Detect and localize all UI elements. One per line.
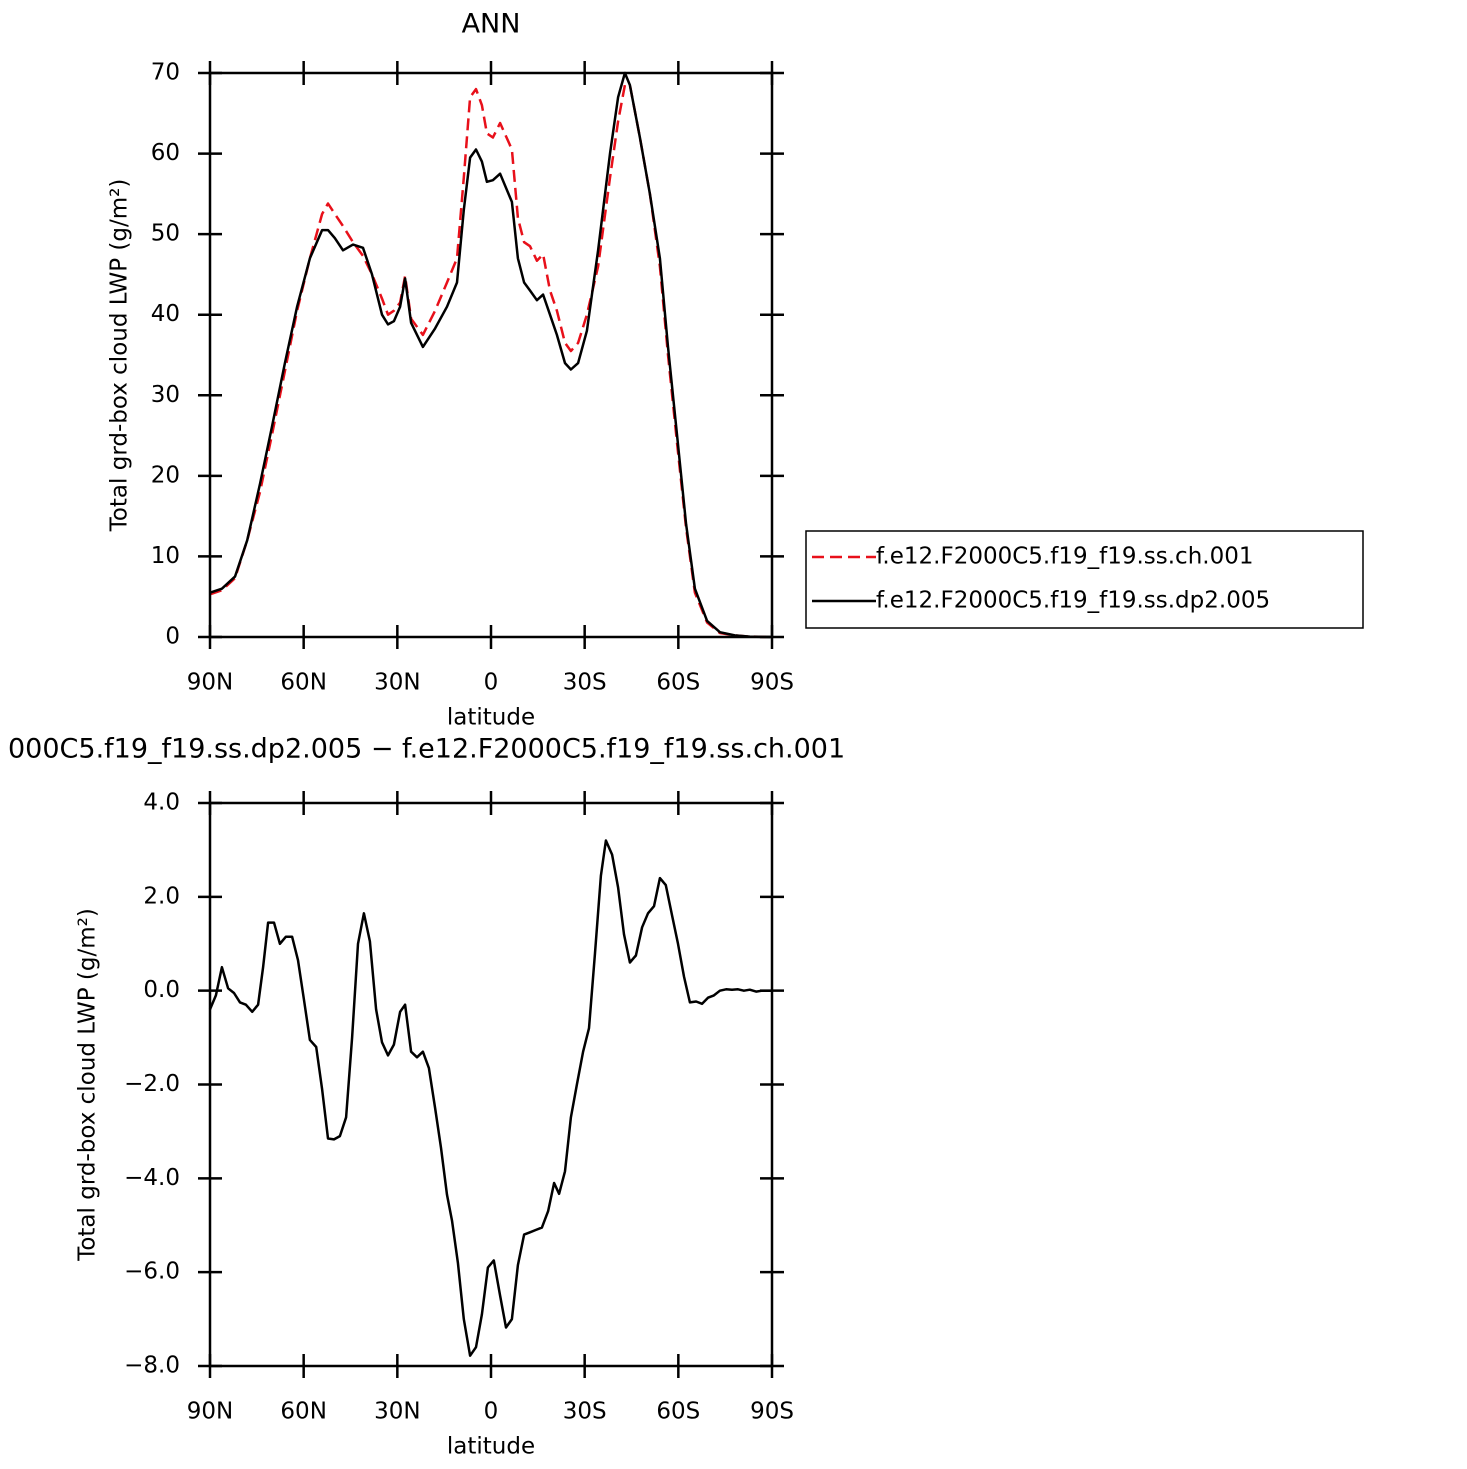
y-tick-label: −2.0 [124,1071,180,1097]
y-tick-label: −8.0 [124,1353,180,1379]
legend-label: f.e12.F2000C5.f19_f19.ss.ch.001 [876,544,1253,570]
legend-label: f.e12.F2000C5.f19_f19.ss.dp2.005 [876,588,1270,614]
x-tick-label: 90N [187,670,233,696]
x-tick-label: 30N [374,1399,420,1425]
y-tick-label: 30 [151,382,180,408]
data-line [209,83,771,639]
x-tick-label: 60N [280,1399,326,1425]
y-tick-label: −6.0 [124,1259,180,1285]
x-tick-label: 90S [750,1399,794,1425]
x-axis-label: latitude [447,705,535,731]
x-axis-label: latitude [447,1434,535,1460]
x-tick-label: 30S [563,670,607,696]
y-axis-label: Total grd-box cloud LWP (g/m²) [75,908,101,1262]
chart-title: ANN [462,9,521,40]
y-tick-label: −4.0 [124,1165,180,1191]
x-tick-label: 90S [750,670,794,696]
x-tick-label: 30N [374,670,420,696]
x-tick-label: 60S [656,1399,700,1425]
data-line [208,839,772,1357]
x-tick-label: 0 [484,1399,499,1425]
y-tick-label: 50 [151,221,180,247]
y-tick-label: 0.0 [143,977,180,1003]
chart-title: 000C5.f19_f19.ss.dp2.005 − f.e12.F2000C5… [8,734,845,765]
y-tick-label: 2.0 [143,883,180,909]
y-tick-label: 20 [151,462,180,488]
y-tick-label: 0 [165,624,180,650]
y-tick-label: 4.0 [143,790,180,816]
y-axis-label: Total grd-box cloud LWP (g/m²) [107,179,133,533]
plot-frame [208,71,774,639]
y-tick-label: 60 [151,140,180,166]
x-tick-label: 0 [484,670,499,696]
x-tick-label: 60N [280,670,326,696]
y-tick-label: 40 [151,301,180,327]
y-tick-label: 70 [151,60,180,86]
legend-box [805,530,1364,629]
x-tick-label: 90N [187,1399,233,1425]
y-tick-label: 10 [151,543,180,569]
data-line [209,71,771,639]
x-tick-label: 60S [656,670,700,696]
x-tick-label: 30S [563,1399,607,1425]
plot-frame [208,801,774,1368]
